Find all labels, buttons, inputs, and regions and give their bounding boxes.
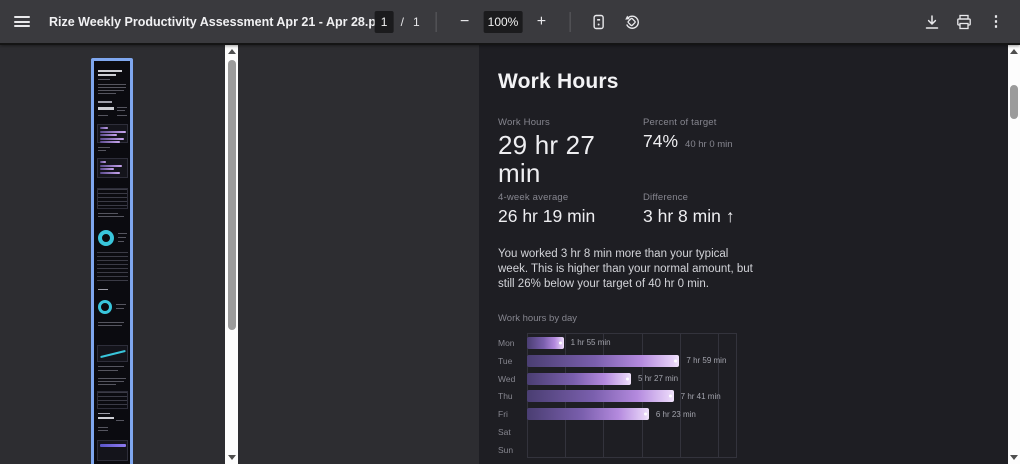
stat-value: 26 hr 19 min	[498, 206, 596, 226]
chart-day-label: Mon	[498, 337, 515, 348]
fit-page-button[interactable]	[584, 8, 612, 36]
toolbar-center-controls: 1 / 1 − 100% +	[374, 0, 646, 43]
chart-day-label: Thu	[498, 391, 513, 402]
thumbnail-panel	[0, 45, 238, 464]
stat-difference: Difference 3 hr 8 min ↑	[643, 192, 1008, 227]
page-title: Work Hours	[498, 70, 619, 93]
toolbar-right-controls: ⋮	[918, 8, 1010, 36]
chart-bar-value: 7 hr 41 min	[680, 391, 721, 401]
pdf-toolbar: Rize Weekly Productivity Assessment Apr …	[0, 0, 1020, 45]
chart-row: 7 hr 41 min	[527, 388, 737, 406]
stats-grid: Work Hours 29 hr 27 min Percent of targe…	[498, 117, 1008, 227]
work-hours-chart: Mon Tue Wed Thu Fri Sat Sun 1 hr 55 min 7 hr 59…	[498, 333, 1008, 459]
main-scrollbar[interactable]	[1008, 45, 1020, 464]
pdf-page: Work Hours Work Hours 29 hr 27 min Perce…	[479, 45, 1008, 464]
stat-label: Work Hours	[498, 117, 550, 128]
chart-day-label: Sun	[498, 444, 514, 455]
chart-bar	[527, 372, 632, 385]
chart-day-label: Sat	[498, 427, 511, 438]
chart-row: 6 hr 23 min	[527, 405, 737, 423]
scroll-down-arrow[interactable]	[1008, 451, 1020, 464]
stat-target: 40 hr 0 min	[685, 139, 733, 150]
zoom-in-button[interactable]: +	[527, 8, 555, 36]
stat-value: 3 hr 8 min	[643, 206, 721, 226]
stat-value: 29 hr 27 min	[498, 130, 596, 188]
chart-bar	[527, 408, 649, 421]
more-vertical-icon: ⋮	[988, 13, 1004, 30]
chart-row: 1 hr 55 min	[527, 334, 737, 352]
print-icon	[957, 14, 971, 29]
zoom-level-input[interactable]: 100%	[483, 10, 523, 33]
main-scrollbar-thumb[interactable]	[1010, 85, 1018, 119]
fit-page-icon	[593, 14, 604, 29]
page-total: 1	[412, 14, 420, 29]
chart-gridline	[679, 334, 681, 457]
chart-row	[527, 441, 737, 459]
page-separator: /	[400, 14, 404, 29]
scroll-up-arrow[interactable]	[1008, 45, 1020, 58]
chart-day-label: Fri	[498, 409, 508, 420]
scroll-up-arrow[interactable]	[225, 45, 238, 58]
stat-work-hours: Work Hours 29 hr 27 min	[498, 117, 643, 187]
rotate-icon	[624, 15, 639, 29]
chart-bar-value: 7 hr 59 min	[686, 356, 727, 366]
stat-4-week-average: 4-week average 26 hr 19 min	[498, 192, 643, 227]
stat-percent-of-target: Percent of target 74% 40 hr 0 min	[643, 117, 1008, 187]
stat-value: 74%	[643, 131, 679, 151]
document-title: Rize Weekly Productivity Assessment Apr …	[49, 14, 388, 29]
chart-gridline	[717, 334, 719, 457]
scroll-down-arrow[interactable]	[225, 451, 238, 464]
chart-bar	[527, 354, 680, 367]
pdf-viewer: Work Hours Work Hours 29 hr 27 min Perce…	[0, 45, 1020, 464]
download-icon	[925, 14, 939, 29]
download-button[interactable]	[918, 8, 946, 36]
chart-bar-value: 1 hr 55 min	[570, 338, 611, 348]
rotate-button[interactable]	[617, 8, 645, 36]
thumbnail-preview	[94, 61, 130, 464]
stat-label: Percent of target	[643, 117, 717, 128]
chart-day-labels: Mon Tue Wed Thu Fri Sat Sun	[498, 333, 527, 459]
summary-text: You worked 3 hr 8 min more than your typ…	[498, 248, 753, 290]
page-number-input[interactable]: 1	[374, 10, 394, 33]
sidebar-scrollbar-thumb[interactable]	[227, 60, 236, 330]
chart-bar-value: 5 hr 27 min	[638, 374, 679, 384]
chart-row	[527, 423, 737, 441]
toolbar-divider	[435, 11, 437, 32]
chart-gridline	[736, 334, 737, 457]
chart-row: 5 hr 27 min	[527, 370, 737, 388]
page-thumbnail-selected[interactable]	[91, 58, 133, 464]
up-arrow-icon: ↑	[725, 206, 735, 226]
chart-x-axis: 0 hr2 hr4 hr6 hr8 hr10 hr	[527, 459, 737, 464]
chart-row: 7 hr 59 min	[527, 352, 737, 370]
print-button[interactable]	[950, 8, 978, 36]
stat-label: 4-week average	[498, 192, 569, 203]
chart-heading: Work hours by day	[498, 313, 578, 324]
chart-bar	[527, 336, 564, 349]
chart-day-label: Wed	[498, 373, 516, 384]
menu-icon	[14, 16, 30, 27]
sidebar-scrollbar[interactable]	[225, 45, 238, 464]
minus-icon: −	[459, 12, 470, 30]
chart-bar	[527, 390, 674, 403]
chart-plot: 1 hr 55 min 7 hr 59 min 5 hr 27 min 7 hr 41…	[527, 333, 737, 458]
toolbar-divider	[569, 11, 571, 32]
menu-button[interactable]	[8, 8, 36, 36]
zoom-out-button[interactable]: −	[451, 8, 479, 36]
chart-bar-value: 6 hr 23 min	[655, 409, 696, 419]
chart-day-label: Tue	[498, 355, 513, 366]
stat-label: Difference	[643, 192, 689, 203]
more-options-button[interactable]: ⋮	[982, 8, 1010, 36]
plus-icon: +	[536, 12, 547, 30]
